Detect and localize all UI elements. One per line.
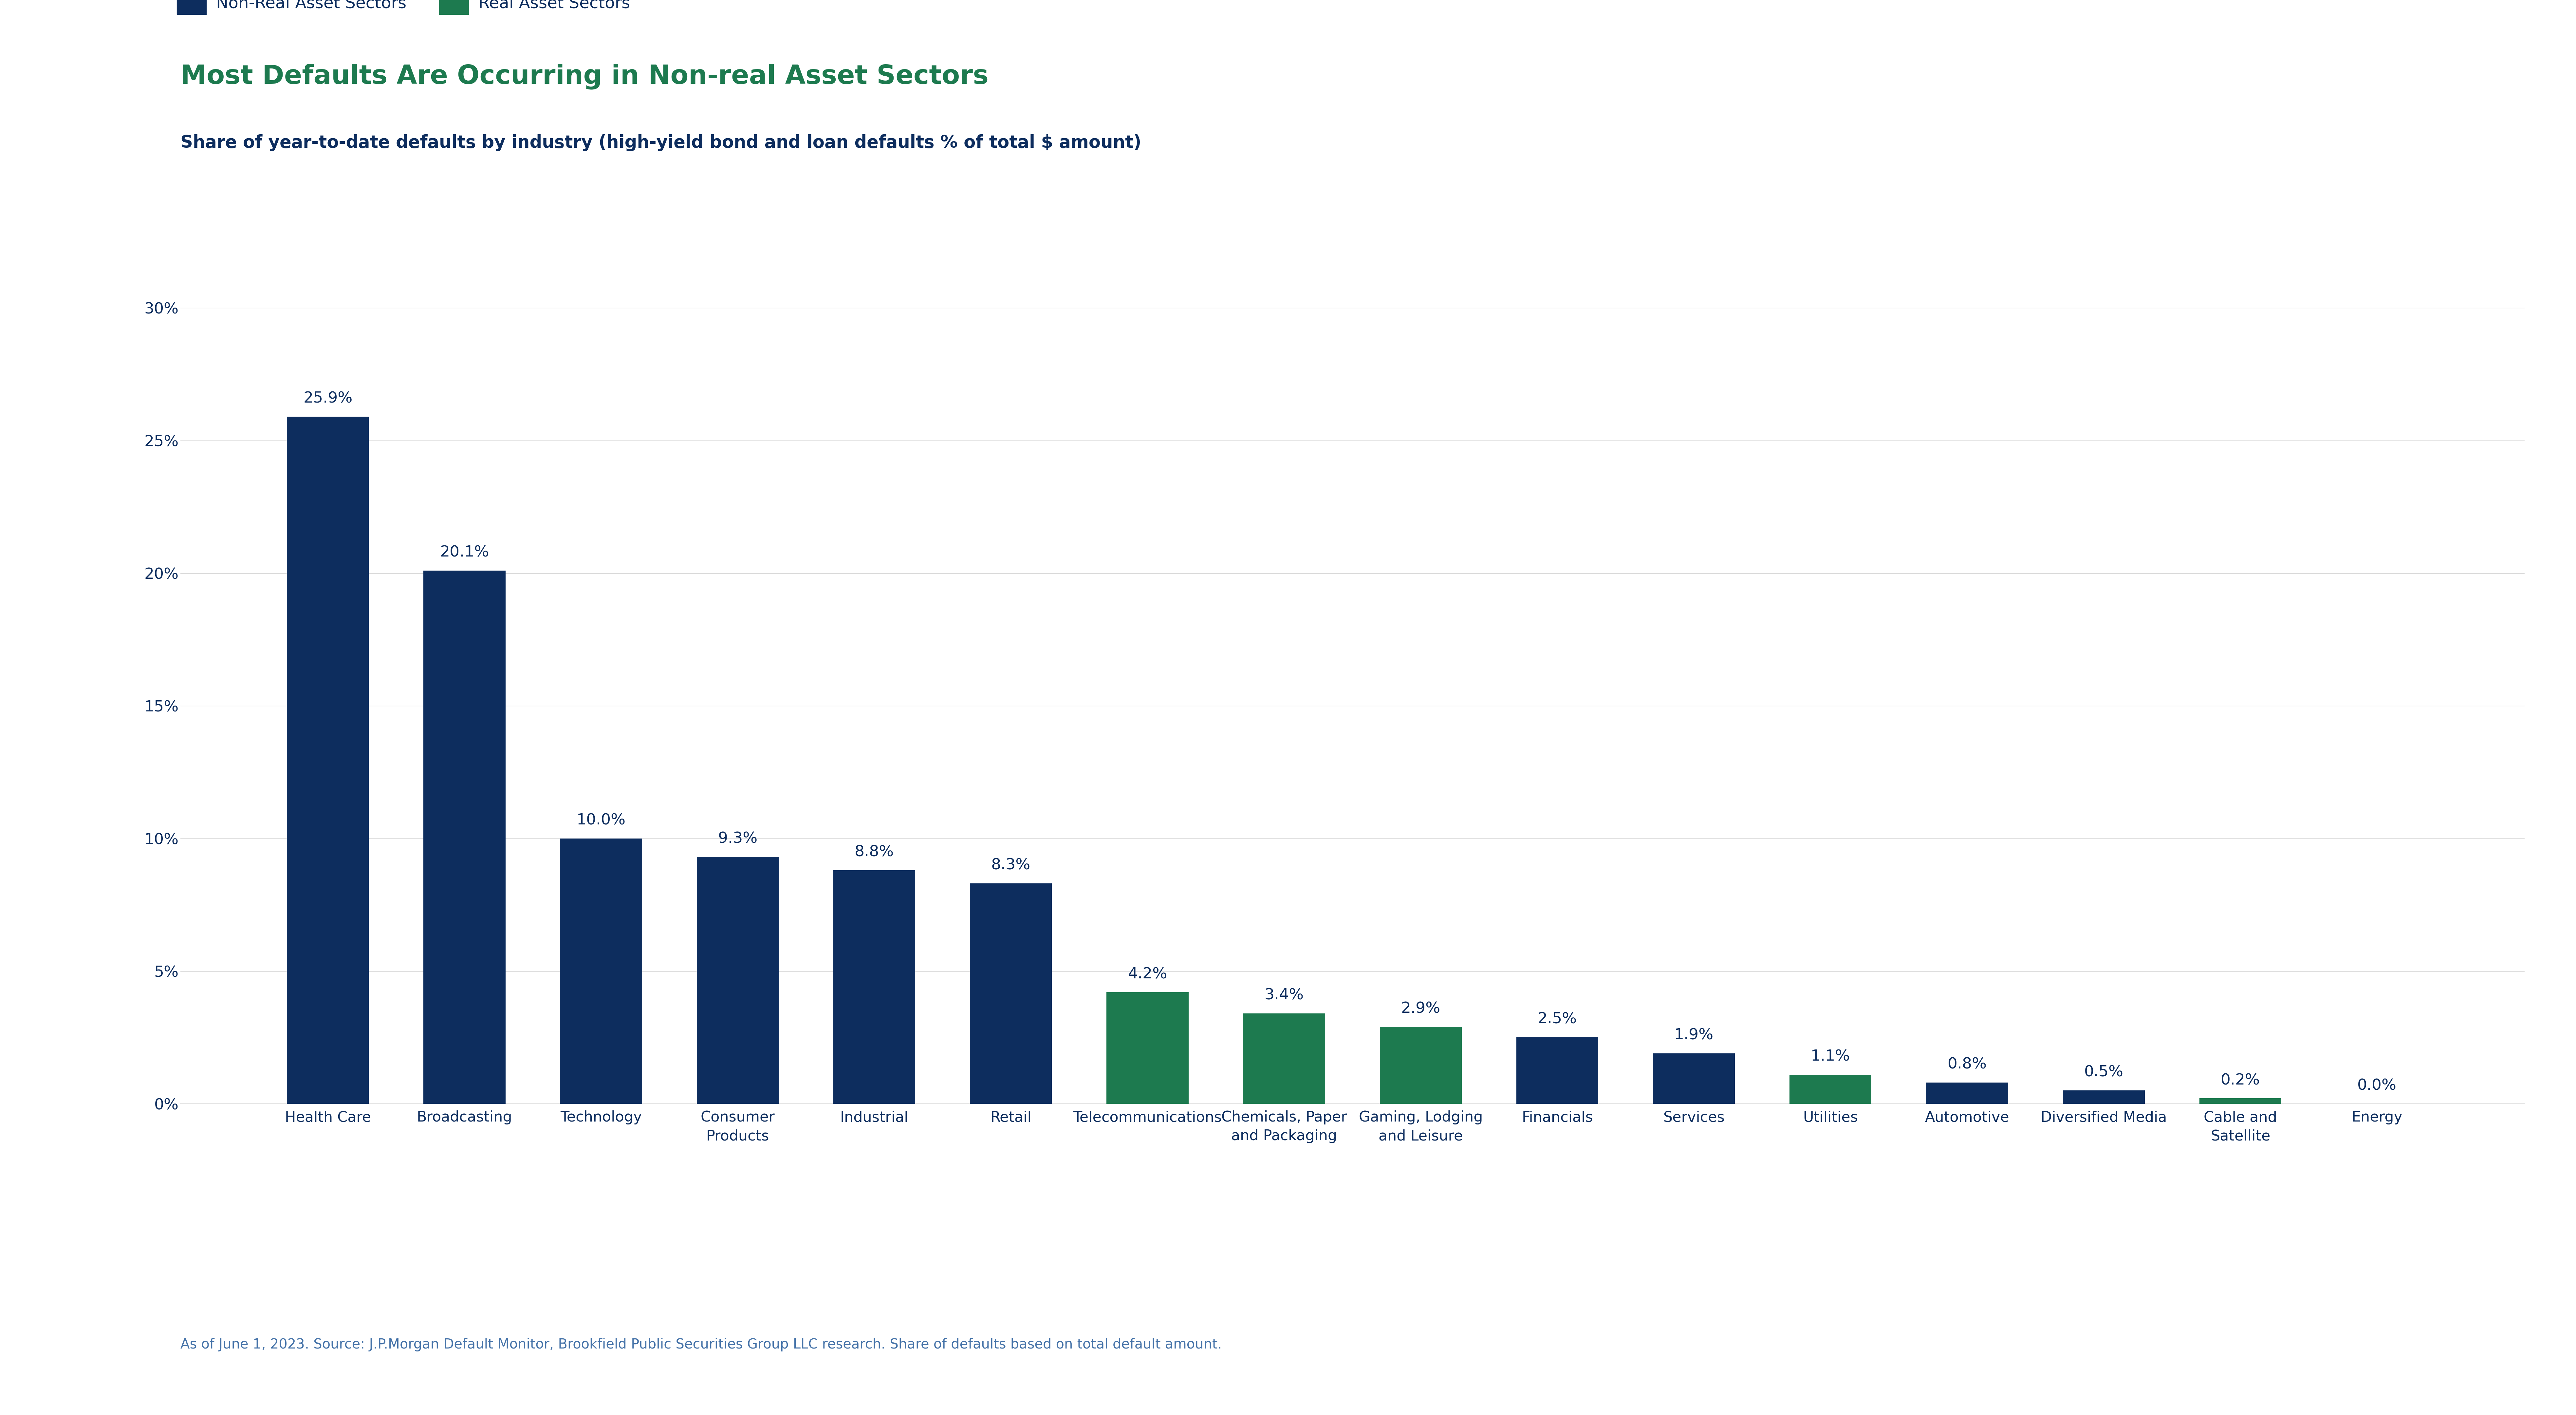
Text: 0.0%: 0.0% bbox=[2357, 1078, 2396, 1092]
Bar bbox=[1654, 1053, 1734, 1104]
Text: 0.5%: 0.5% bbox=[2084, 1065, 2123, 1080]
Bar bbox=[971, 883, 1051, 1104]
Bar bbox=[1927, 1082, 2009, 1104]
Bar bbox=[1517, 1037, 1597, 1104]
Bar bbox=[422, 570, 505, 1104]
Bar bbox=[2063, 1091, 2146, 1104]
Text: 8.8%: 8.8% bbox=[855, 845, 894, 859]
Text: 3.4%: 3.4% bbox=[1265, 988, 1303, 1003]
Text: Share of year-to-date defaults by industry (high-yield bond and loan defaults % : Share of year-to-date defaults by indust… bbox=[180, 134, 1141, 151]
Bar bbox=[559, 838, 641, 1104]
Text: 1.1%: 1.1% bbox=[1811, 1049, 1850, 1064]
Text: 25.9%: 25.9% bbox=[304, 391, 353, 406]
Bar bbox=[2200, 1098, 2282, 1104]
Text: 1.9%: 1.9% bbox=[1674, 1027, 1713, 1043]
Text: 0.8%: 0.8% bbox=[1947, 1057, 1986, 1073]
Bar bbox=[1381, 1027, 1461, 1104]
Text: As of June 1, 2023. Source: J.P.Morgan Default Monitor, Brookfield Public Securi: As of June 1, 2023. Source: J.P.Morgan D… bbox=[180, 1337, 1221, 1351]
Text: 0.2%: 0.2% bbox=[2221, 1073, 2259, 1088]
Bar bbox=[832, 870, 914, 1104]
Bar bbox=[696, 857, 778, 1104]
Text: 2.5%: 2.5% bbox=[1538, 1012, 1577, 1027]
Bar bbox=[286, 416, 368, 1104]
Bar bbox=[1790, 1074, 1873, 1104]
Legend: Non-Real Asset Sectors, Real Asset Sectors: Non-Real Asset Sectors, Real Asset Secto… bbox=[178, 0, 631, 14]
Text: 9.3%: 9.3% bbox=[719, 832, 757, 846]
Text: 2.9%: 2.9% bbox=[1401, 1002, 1440, 1016]
Text: Most Defaults Are Occurring in Non-real Asset Sectors: Most Defaults Are Occurring in Non-real … bbox=[180, 64, 989, 89]
Text: 20.1%: 20.1% bbox=[440, 545, 489, 560]
Bar bbox=[1244, 1013, 1324, 1104]
Text: 4.2%: 4.2% bbox=[1128, 966, 1167, 982]
Text: 10.0%: 10.0% bbox=[577, 814, 626, 828]
Text: 8.3%: 8.3% bbox=[992, 857, 1030, 873]
Bar bbox=[1108, 992, 1188, 1104]
